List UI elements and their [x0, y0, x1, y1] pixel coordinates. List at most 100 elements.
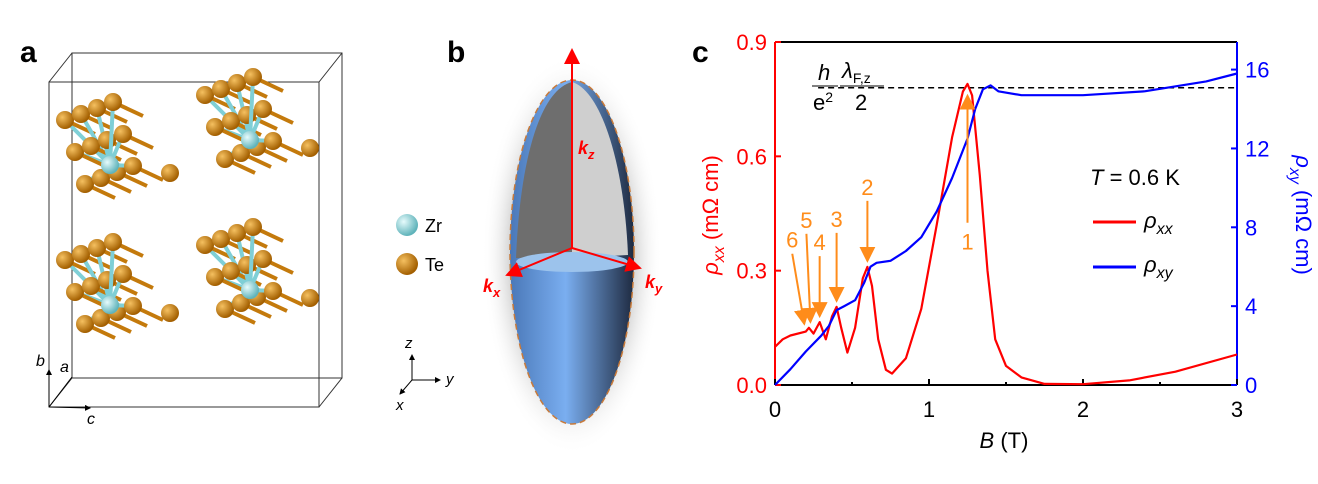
cutaway-face-right — [572, 82, 628, 258]
peak-label: 4 — [814, 230, 826, 255]
cutaway-face-left — [516, 82, 572, 258]
legend-zr-label: Zr — [425, 216, 442, 236]
te-atom — [254, 100, 272, 118]
ref-h: h — [818, 60, 830, 85]
te-atom — [114, 125, 132, 143]
legend-zr: Zr — [396, 214, 442, 236]
axis-label-c: c — [87, 411, 95, 428]
zr-atom — [101, 296, 119, 314]
rho-xy-line — [774, 72, 1238, 386]
te-atom — [228, 74, 246, 92]
y-right-tick-label: 16 — [1245, 58, 1269, 83]
reference-label: h e2 λF,z 2 — [812, 58, 884, 115]
te-atom — [72, 245, 90, 263]
te-atom — [66, 143, 84, 161]
te-atom — [301, 139, 319, 157]
panel-label-a: a — [20, 36, 37, 69]
te-atom — [222, 262, 240, 280]
te-atom — [301, 289, 319, 307]
te-atom — [264, 282, 282, 300]
te-atom — [124, 157, 142, 175]
te-atom — [76, 315, 94, 333]
legend: T = 0.6 K ρxx ρxy — [1090, 165, 1180, 282]
zr-atom — [241, 281, 259, 299]
x-tick-label: 0 — [769, 397, 781, 422]
kz-label: kz — [578, 138, 595, 162]
rho-xx-line — [774, 82, 1238, 386]
peak-arrow — [791, 253, 810, 326]
panel-label-b: b — [447, 36, 465, 69]
cartesian-axes — [399, 354, 441, 395]
peak-label: 3 — [830, 207, 842, 232]
zr-te-bond — [248, 76, 255, 141]
te-atom — [114, 265, 132, 283]
te-atom — [161, 164, 179, 182]
zr-te-bond — [108, 241, 115, 306]
legend-te: Te — [396, 253, 444, 275]
ref-2: 2 — [855, 90, 867, 115]
zr-te-bond — [108, 101, 115, 166]
peak-label: 5 — [800, 208, 812, 233]
y-left-tick-label: 0.0 — [736, 373, 767, 398]
axis-label-b: b — [36, 353, 45, 370]
te-atom — [56, 251, 74, 269]
y-left-tick-label: 0.3 — [736, 259, 767, 284]
y-left-tick-label: 0.6 — [736, 144, 767, 169]
y-right-tick-label: 0 — [1245, 373, 1257, 398]
te-atom — [212, 80, 230, 98]
te-atom — [232, 144, 250, 162]
te-atom — [56, 111, 74, 129]
peak-arrow — [801, 233, 818, 324]
te-atom — [244, 218, 262, 236]
crystal-structure — [56, 68, 319, 340]
cutaway-floor — [516, 252, 628, 272]
te-atom — [206, 118, 224, 136]
te-atom — [196, 236, 214, 254]
axis-label-a: a — [60, 359, 69, 376]
ky-arrow — [571, 247, 642, 272]
axis-label-y: y — [445, 371, 455, 388]
zr-te-bond — [248, 226, 255, 291]
peak-label: 6 — [786, 228, 798, 253]
legend-label-rho-xx: ρxx — [1143, 208, 1174, 238]
te-atom — [76, 175, 94, 193]
lattice-axes — [46, 369, 91, 411]
te-atom — [66, 283, 84, 301]
zr-atom-icon — [396, 214, 418, 236]
y-right-tick-label: 4 — [1245, 294, 1257, 319]
te-atom — [124, 297, 142, 315]
kx-arrow — [505, 247, 573, 278]
legend-te-label: Te — [425, 255, 444, 275]
ref-lambda: λF,z — [841, 58, 871, 86]
peak-label: 1 — [961, 230, 973, 255]
te-atom — [254, 250, 272, 268]
legend-title: T = 0.6 K — [1090, 165, 1180, 190]
te-atom — [82, 277, 100, 295]
y-right-tick-label: 8 — [1245, 215, 1257, 240]
te-atom — [104, 93, 122, 111]
te-atom — [104, 233, 122, 251]
te-atom — [232, 294, 250, 312]
axis-label-z: z — [404, 335, 413, 352]
x-axis-label: B (T) — [980, 428, 1029, 453]
te-atom-icon — [396, 253, 418, 275]
te-atom — [216, 150, 234, 168]
te-atom — [161, 304, 179, 322]
ref-e2: e2 — [813, 89, 833, 115]
te-atom — [216, 300, 234, 318]
te-atom — [82, 137, 100, 155]
x-tick-label: 1 — [923, 397, 935, 422]
te-atom — [206, 268, 224, 286]
panel-label-c: c — [692, 36, 709, 69]
kx-label: kx — [483, 276, 501, 300]
y-axis-label-right: ρxy (mΩ cm) — [1286, 154, 1316, 275]
y-right-tick-label: 12 — [1245, 136, 1269, 161]
te-atom — [88, 239, 106, 257]
te-atom — [264, 132, 282, 150]
x-tick-label: 3 — [1231, 397, 1243, 422]
te-atom — [228, 224, 246, 242]
te-atom — [196, 86, 214, 104]
